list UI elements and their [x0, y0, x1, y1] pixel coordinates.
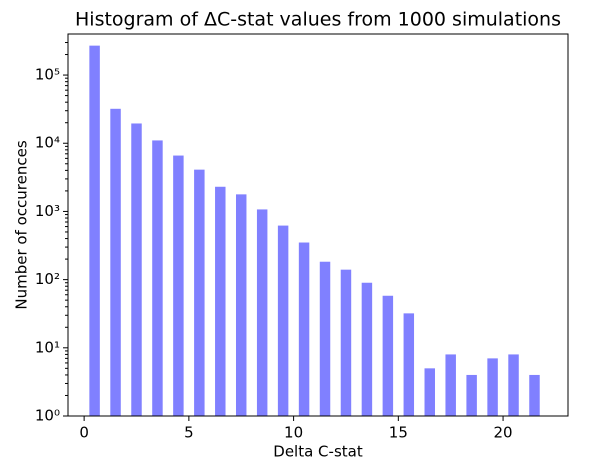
bar: [529, 374, 540, 416]
bar: [235, 194, 247, 416]
bar: [256, 209, 268, 416]
y-tick-label: 10³: [35, 202, 60, 220]
x-tick-label: 20: [494, 424, 513, 442]
x-tick-label: 5: [184, 424, 194, 442]
bar: [340, 269, 352, 416]
x-axis-label: Delta C-stat: [273, 443, 363, 461]
bar: [382, 295, 394, 416]
bar: [131, 123, 142, 416]
bar: [89, 45, 100, 416]
bar: [445, 354, 456, 416]
y-tick-label: 10⁵: [35, 66, 60, 84]
x-tick-label: 15: [389, 424, 408, 442]
plot-frame: [67, 33, 569, 417]
bar: [361, 282, 373, 416]
bar: [424, 368, 435, 416]
y-tick-label: 10¹: [35, 338, 60, 356]
bar: [215, 186, 226, 416]
y-tick-label: 10⁴: [35, 134, 60, 152]
y-tick-label: 10²: [35, 270, 60, 288]
bar: [277, 225, 289, 416]
bar: [110, 108, 121, 416]
bar: [508, 354, 519, 416]
bar: [194, 169, 205, 416]
x-tick-label: 10: [284, 424, 303, 442]
bar: [403, 313, 415, 416]
bar: [152, 140, 163, 416]
x-tick-label: 0: [79, 424, 89, 442]
bar: [319, 261, 331, 416]
y-axis-label: Number of occurences: [13, 140, 31, 309]
y-tick-label: 10⁰: [35, 407, 60, 425]
bar: [487, 358, 498, 416]
bar: [466, 374, 477, 416]
bar: [298, 242, 310, 416]
bar: [173, 155, 184, 416]
chart-title: Histogram of ΔC-stat values from 1000 si…: [75, 9, 561, 31]
